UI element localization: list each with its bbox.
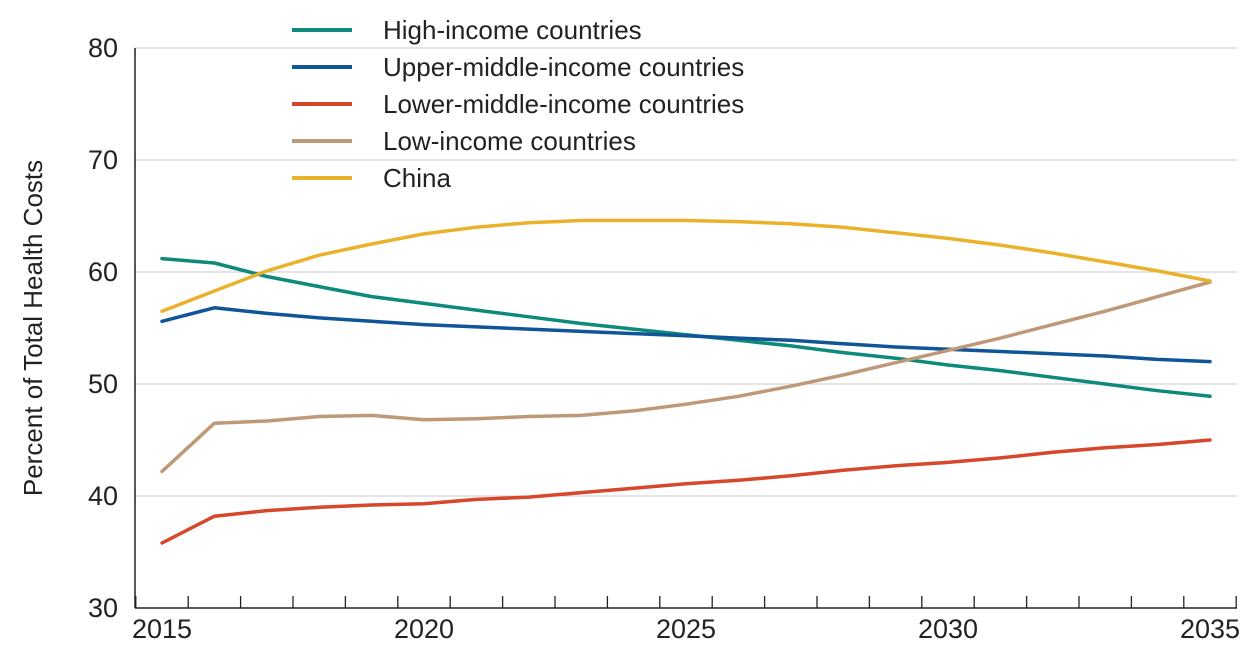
- x-tick-label-2035: 2035: [1180, 614, 1240, 644]
- series-line-3: [160, 438, 1212, 545]
- legend-label-2: Upper-middle-income countries: [383, 52, 744, 82]
- legend-label-5: China: [383, 163, 451, 193]
- x-tick-label-2015: 2015: [132, 614, 192, 644]
- series-lines: [160, 218, 1212, 545]
- y-axis-title: Percent of Total Health Costs: [18, 160, 48, 496]
- y-tick-label-30: 30: [88, 593, 118, 623]
- y-tick-label-70: 70: [88, 145, 118, 175]
- x-tick-label-2025: 2025: [656, 614, 716, 644]
- series-line-4: [160, 280, 1212, 474]
- legend-label-3: Lower-middle-income countries: [383, 89, 744, 119]
- y-axis-ticks: 30 40 50 60 70 80: [88, 33, 118, 623]
- legend: High-income countries Upper-middle-income…: [292, 15, 744, 193]
- x-tick-label-2020: 2020: [394, 614, 454, 644]
- legend-label-1: High-income countries: [383, 15, 642, 45]
- grid-lines: [135, 47, 1237, 497]
- y-tick-label-50: 50: [88, 369, 118, 399]
- y-tick-label-40: 40: [88, 481, 118, 511]
- y-tick-label-80: 80: [88, 33, 118, 63]
- y-tick-label-60: 60: [88, 257, 118, 287]
- axes: [134, 48, 1237, 609]
- x-axis-ticks: 2015 2020 2025 2030 2035: [132, 596, 1240, 644]
- series-line-2: [160, 306, 1212, 364]
- legend-label-4: Low-income countries: [383, 126, 636, 156]
- series-line-1: [160, 256, 1212, 399]
- x-tick-label-2030: 2030: [918, 614, 978, 644]
- series-line-5: [160, 218, 1212, 313]
